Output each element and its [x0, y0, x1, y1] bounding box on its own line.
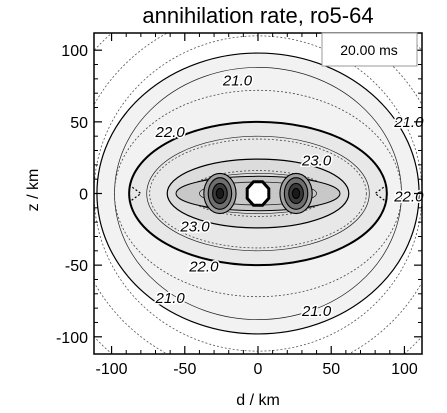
x-tick-label: 100 — [391, 361, 418, 378]
axes: -100 -50 0 50 100 -100 -50 0 50 100 — [56, 32, 423, 378]
x-tick-label: -50 — [173, 361, 196, 378]
y-tick-label: 100 — [61, 43, 88, 60]
contour-label: 21.0 — [393, 114, 424, 131]
y-tick-label: -50 — [65, 258, 88, 275]
hotspot-ring — [215, 187, 225, 200]
dotted-contour — [114, 89, 402, 298]
plot-area — [94, 33, 422, 354]
contour-label-layer: 21.021.022.023.022.023.022.021.021.0 — [153, 71, 426, 322]
contour-label: 21.0 — [301, 303, 332, 320]
contour-label: 21.0 — [222, 72, 253, 89]
contour-label: 22.0 — [188, 259, 219, 276]
x-axis-label: d / km — [236, 392, 280, 409]
y-tick-label: 50 — [70, 115, 88, 132]
chart-title: annihilation rate, ro5-64 — [142, 3, 373, 28]
contour-label: 22.0 — [155, 124, 186, 141]
contour-label: 23.0 — [179, 218, 210, 235]
contour-minor — [146, 135, 370, 252]
time-stamp: 20.00 ms — [340, 42, 398, 58]
y-tick-label: -100 — [56, 330, 88, 347]
x-tick-label: 0 — [254, 361, 263, 378]
y-tick-label: 0 — [79, 187, 88, 204]
contour-label: 23.0 — [301, 153, 332, 170]
contour-label: 22.0 — [393, 188, 424, 205]
contour-label: 21.0 — [155, 290, 186, 307]
y-axis-label: z / km — [25, 169, 42, 212]
hotspot-ring — [291, 187, 301, 200]
contour-cusp — [128, 184, 142, 203]
time-stamp-frame — [321, 32, 418, 67]
central-hole — [245, 180, 271, 207]
contour-field — [94, 33, 422, 354]
dotted-contour — [149, 138, 367, 249]
x-tick-label: 50 — [322, 361, 340, 378]
contour-cusp — [374, 184, 388, 203]
time-stamp-box: 20.00 ms — [321, 32, 418, 67]
x-tick-label: -100 — [96, 361, 128, 378]
